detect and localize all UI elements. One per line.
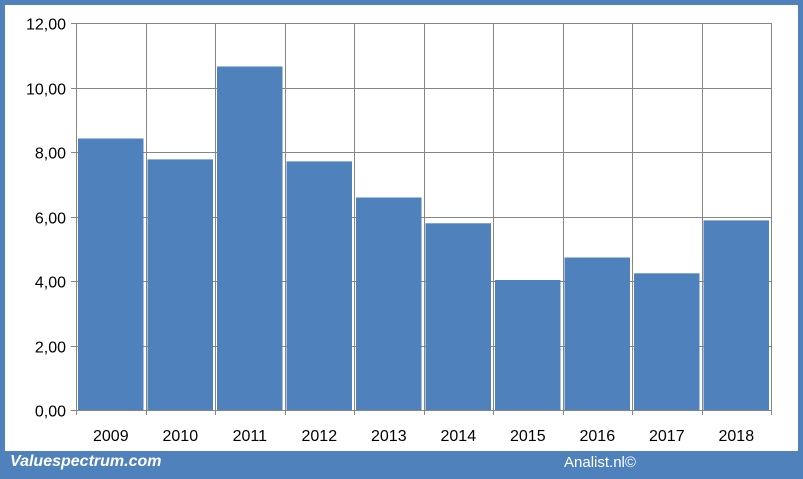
bar-2015 [495,280,561,410]
y-tick-label: 10,00 [26,82,66,99]
footer-source-right: Analist.nl© [564,454,636,471]
y-tick-label: 0,00 [35,404,66,421]
y-tick-label: 8,00 [35,146,66,163]
x-tick-label: 2011 [233,428,268,445]
bar-2014 [425,223,491,410]
bar-2012 [286,161,352,410]
x-tick-label: 2016 [580,428,616,445]
x-tick-label: 2015 [510,428,546,445]
bar-2018 [703,220,769,410]
x-tick-label: 2009 [93,428,129,445]
bar-2013 [356,197,422,410]
x-tick-label: 2010 [163,428,199,445]
bar-2011 [217,66,283,410]
y-tick-label: 4,00 [35,275,66,292]
x-tick-label: 2012 [302,428,338,445]
y-tick-label: 6,00 [35,211,66,228]
bar-2016 [564,257,630,410]
bar-2017 [634,273,700,410]
bar-2010 [147,159,213,410]
x-tick-label: 2014 [441,428,477,445]
y-tick-label: 2,00 [35,340,66,357]
y-tick-label: 12,00 [26,17,66,34]
x-tick-label: 2017 [649,428,685,445]
footer-source-left: Valuespectrum.com [10,453,162,470]
x-tick-label: 2018 [719,428,755,445]
bar-2009 [78,138,144,410]
x-tick-label: 2013 [371,428,407,445]
